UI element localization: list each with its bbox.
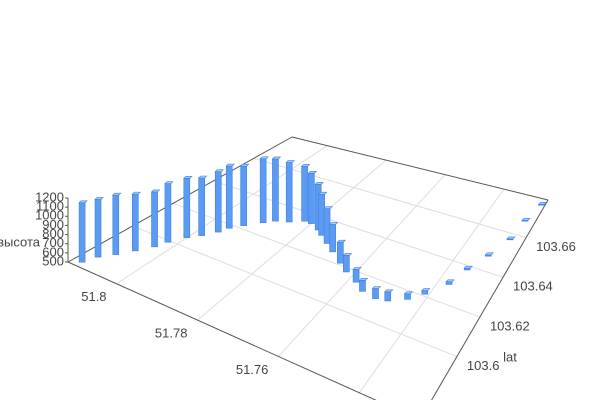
y-tick-label: 103.6: [467, 358, 500, 373]
bar-top: [463, 265, 473, 269]
bar-top: [445, 279, 455, 283]
axis-line: [67, 136, 293, 263]
bar-top: [307, 170, 318, 174]
bar: [421, 290, 429, 295]
bar: [404, 293, 411, 300]
axis-line: [431, 199, 549, 400]
bar-top: [259, 156, 269, 160]
bar: [272, 158, 279, 222]
bar-top: [94, 197, 104, 200]
grid-line: [213, 180, 504, 278]
grid-line: [172, 202, 481, 318]
bar: [323, 208, 331, 244]
z-tick-label: 600: [42, 244, 64, 259]
y-tick-label: 103.64: [513, 279, 553, 294]
z-tick-label: 900: [42, 217, 64, 232]
bar: [94, 199, 102, 258]
bar: [78, 202, 86, 263]
z-tick-label: 500: [42, 253, 64, 268]
x-tick-label: 51.76: [236, 362, 269, 377]
z-tick-label: 800: [42, 226, 64, 241]
bar-top: [371, 286, 382, 289]
bar: [198, 177, 205, 236]
bar-top: [300, 164, 311, 167]
bar: [384, 291, 392, 302]
bar-top: [521, 218, 531, 221]
y-axis-label: lat: [503, 349, 517, 364]
z-tick-label: 1100: [36, 199, 64, 214]
axis-line: [67, 261, 377, 400]
z-tick-label: 1000: [35, 208, 64, 223]
bar-top: [112, 192, 122, 196]
bar: [352, 269, 360, 283]
bar-top: [484, 252, 494, 256]
bar: [112, 194, 120, 255]
grid-line: [116, 145, 328, 285]
bar: [359, 280, 366, 292]
bar-top: [537, 201, 548, 205]
y-tick-label: 103.62: [490, 318, 530, 333]
bar: [343, 255, 350, 273]
bar-top: [183, 176, 193, 179]
bar-top: [328, 222, 339, 225]
x-tick-label: 51.74: [317, 398, 350, 400]
y-tick-label: 103.66: [536, 239, 576, 254]
bar-top: [358, 278, 369, 281]
bar-top: [336, 239, 347, 243]
grid-line: [358, 188, 505, 394]
x-tick-label: 51.78: [155, 326, 188, 341]
bar-top: [421, 288, 431, 291]
grid-line: [132, 225, 458, 358]
bar-top: [271, 156, 282, 160]
axis-line: [291, 136, 549, 201]
bar: [445, 281, 453, 285]
grid-line: [253, 157, 527, 239]
bar: [151, 191, 158, 248]
bar-top: [323, 206, 333, 210]
bar-top: [342, 253, 353, 256]
bar-top: [214, 169, 224, 172]
bar-top: [78, 200, 88, 204]
bar-top: [352, 267, 362, 270]
bar: [164, 183, 172, 243]
bar: [131, 193, 139, 252]
z-tick-label: 1200: [35, 189, 64, 204]
bar: [285, 162, 293, 223]
bar: [240, 165, 247, 226]
bar: [337, 241, 344, 264]
bar: [214, 171, 222, 233]
bar: [372, 288, 379, 299]
z-tick-label: 700: [42, 235, 64, 250]
x-tick-label: 51.8: [81, 289, 106, 304]
bar-top: [317, 191, 328, 195]
bar: [308, 172, 315, 224]
bar-top: [150, 189, 161, 193]
bar: [329, 224, 336, 253]
bar-top: [403, 291, 414, 295]
grid-line: [278, 174, 446, 357]
bar-top: [384, 289, 394, 293]
z-axis-label: высота: [0, 234, 41, 249]
bar: [301, 166, 308, 222]
bar-top: [225, 163, 235, 167]
bar-top: [164, 181, 174, 184]
bar-top: [197, 175, 208, 179]
bar-top: [506, 236, 516, 240]
bar: [259, 158, 267, 224]
bar-top: [314, 181, 324, 185]
bar: [225, 165, 233, 229]
bar-top: [239, 163, 250, 167]
bar-top: [131, 191, 142, 195]
grid-line: [197, 159, 387, 321]
bar-top: [285, 160, 295, 163]
bar: [183, 178, 191, 239]
